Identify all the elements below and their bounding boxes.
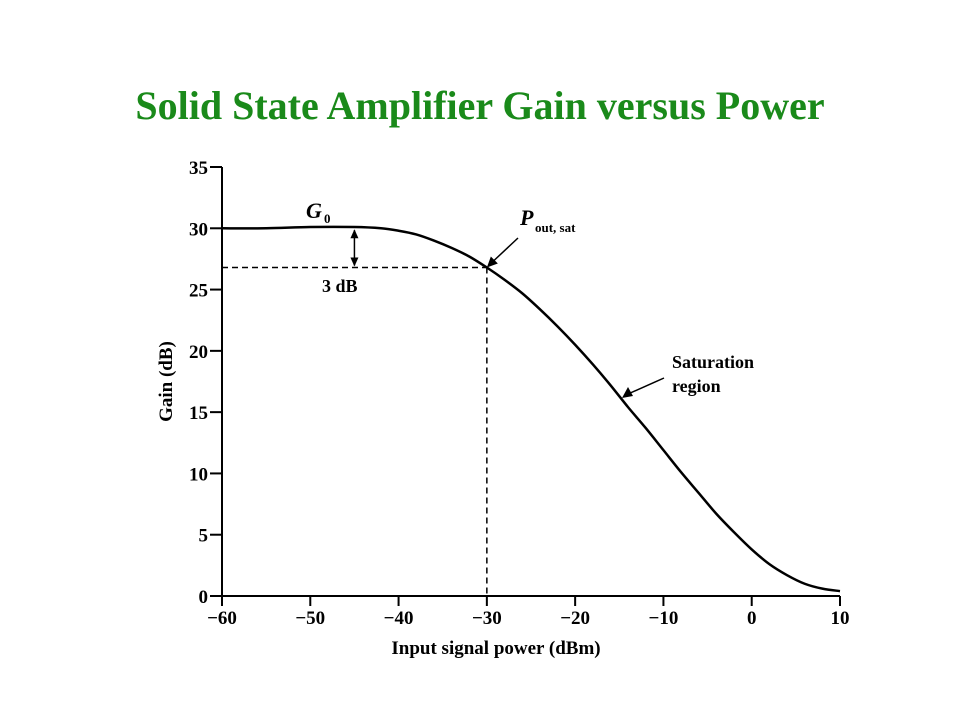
delta-arrow-head-up [350, 229, 359, 239]
y-tick-label: 5 [199, 526, 209, 547]
y-tick-label: 0 [199, 587, 209, 608]
saturation-arrow-line [627, 377, 665, 395]
x-tick-label: −50 [295, 608, 325, 629]
slide-title: Solid State Amplifier Gain versus Power [135, 83, 825, 128]
psat-label: P [519, 205, 534, 230]
saturation-label-line1: Saturation [672, 352, 754, 372]
ticks: 0 5 10 15 20 25 30 35 −60 −50 −40 −30 −20 −10 0 10 Input… [156, 158, 850, 659]
gain-curve-group [221, 225, 841, 593]
y-tick-label: 35 [189, 158, 208, 179]
y-axis-label: Gain (dB) [156, 341, 177, 422]
delta-arrow-head-down [350, 257, 359, 267]
g0-label: G [306, 198, 322, 223]
psat-subscript: out, sat [535, 220, 576, 235]
gain-curve [221, 225, 841, 593]
x-tick-label: −40 [384, 608, 414, 629]
saturation-label-line2: region [672, 376, 721, 396]
reference-lines [222, 266, 488, 596]
x-tick-label: 0 [747, 608, 757, 629]
x-tick-label: −10 [649, 608, 679, 629]
axes [221, 167, 840, 597]
g0-subscript: 0 [324, 211, 331, 226]
psat-arrow-line [491, 237, 519, 264]
y-tick-label: 15 [189, 403, 208, 424]
y-tick-label: 10 [189, 464, 208, 485]
saturation-arrow-head [622, 387, 633, 398]
annotations: G 0 3 dB P out, sat Saturation region [306, 198, 754, 398]
x-tick-label: −20 [560, 608, 590, 629]
delta-3db-label: 3 dB [322, 276, 358, 296]
x-axis-label: Input signal power (dBm) [391, 638, 600, 659]
y-tick-label: 30 [189, 219, 208, 240]
x-tick-label: 10 [831, 608, 850, 629]
y-tick-label: 25 [189, 281, 208, 302]
psat-arrow-head [486, 256, 498, 268]
x-tick-label: −30 [472, 608, 502, 629]
x-tick-label: −60 [207, 608, 237, 629]
y-tick-label: 20 [189, 342, 208, 363]
